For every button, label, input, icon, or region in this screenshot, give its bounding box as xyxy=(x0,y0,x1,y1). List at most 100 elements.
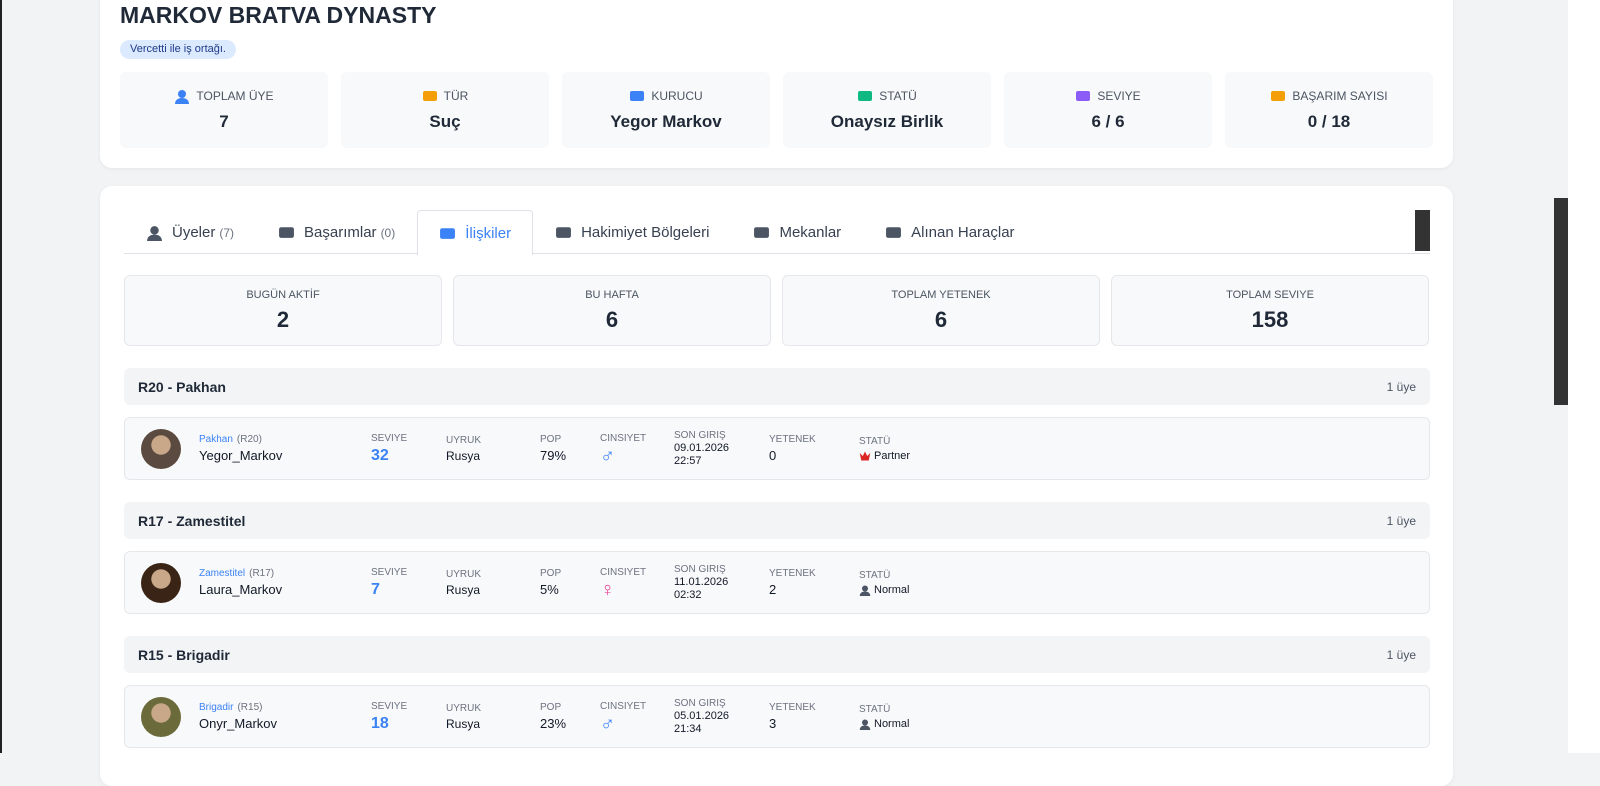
icon xyxy=(439,225,456,242)
member-name[interactable]: Laura_Markov xyxy=(199,582,283,597)
rank: Pakhan (R20) xyxy=(199,434,282,445)
icon-shape xyxy=(1271,91,1286,101)
skill-label: YETENEK xyxy=(769,568,816,579)
level-column: SEVIYE 7 xyxy=(371,552,407,613)
stat-value: 7 xyxy=(219,112,229,131)
last-login-label: SON GIRIŞ xyxy=(674,564,726,575)
group-title: R17 - Zamestitel xyxy=(138,512,246,529)
pop-label: POP xyxy=(540,568,562,579)
icon xyxy=(146,224,163,241)
tab[interactable]: İlişkiler xyxy=(417,210,534,255)
last-login-date: 09.01.2026 xyxy=(674,442,730,454)
skill-value: 3 xyxy=(769,716,777,731)
stat-box: TÜR Suç xyxy=(341,72,549,148)
nationality-column: UYRUK Rusya xyxy=(446,686,481,747)
stat-label: TÜR xyxy=(422,88,468,104)
rank-code: (R20) xyxy=(236,434,262,445)
nationality-label: UYRUK xyxy=(446,434,482,446)
status-text: Normal xyxy=(874,717,910,730)
nationality-column: UYRUK Rusya xyxy=(446,418,481,479)
icon-shape xyxy=(175,90,190,104)
member-name[interactable]: Yegor_Markov xyxy=(199,448,283,463)
status-column: STATÜ Normal xyxy=(859,686,909,747)
stats: TOPLAM ÜYE 7 TÜR Suç KURUCU Yegor Markov STATÜ… xyxy=(120,72,1433,148)
pop-column: POP 79% xyxy=(540,418,566,479)
last-login-time: 22:57 xyxy=(674,455,702,467)
last-login-date: 11.01.2026 xyxy=(674,576,729,588)
tab-label: Üyeler xyxy=(172,224,216,241)
rank: Brigadir (R15) xyxy=(199,702,277,713)
level-label: SEVIYE xyxy=(371,700,408,712)
member-identity: Pakhan (R20) Yegor_Markov xyxy=(199,418,282,479)
status-text: Normal xyxy=(874,583,910,596)
avatar xyxy=(141,697,181,737)
scrollbar-track xyxy=(1568,0,1600,753)
group-title: R20 - Pakhan xyxy=(138,378,226,395)
tab[interactable]: Alınan Haraçlar xyxy=(863,210,1036,254)
rank-name: Brigadir xyxy=(199,702,234,713)
activity-value: 6 xyxy=(934,306,948,332)
group-header: R15 - Brigadir 1 üye xyxy=(124,636,1430,673)
rank-code: (R17) xyxy=(249,568,275,579)
level-value: 7 xyxy=(371,580,380,598)
icon xyxy=(1075,88,1091,104)
tab-scroll-button[interactable] xyxy=(1415,210,1430,251)
member-identity: Brigadir (R15) Onyr_Markov xyxy=(199,686,277,747)
member-row[interactable]: Pakhan (R20) Yegor_Markov SEVIYE 32 UYRUK Rusy… xyxy=(124,417,1430,480)
member-row[interactable]: Zamestitel (R17) Laura_Markov SEVIYE 7 UYRUK R… xyxy=(124,551,1430,614)
last-login-column: SON GIRIŞ 11.01.2026 02:32 xyxy=(674,552,728,613)
last-login-label: SON GIRIŞ xyxy=(674,698,726,709)
icon xyxy=(555,224,572,241)
gender-column: CINSIYET ♀ xyxy=(600,552,646,613)
status-value: Normal xyxy=(859,718,909,730)
pop-value: 5% xyxy=(540,582,559,597)
icon xyxy=(885,224,902,241)
status-column: STATÜ Normal xyxy=(859,552,909,613)
summary-card: MARKOV BRATVA DYNASTY Vercetti ile iş or… xyxy=(100,0,1453,168)
icon xyxy=(278,224,295,241)
gender-label: CINSIYET xyxy=(600,700,647,712)
icon-shape xyxy=(556,227,572,238)
icon-shape xyxy=(859,585,871,596)
stat-label: SEVIYE xyxy=(1075,88,1141,104)
activity-label: BU HAFTA xyxy=(585,288,639,301)
stat-value: Suç xyxy=(429,112,461,131)
nationality-value: Rusya xyxy=(446,582,481,597)
stat-label: KURUCU xyxy=(629,88,703,104)
tab[interactable]: Üyeler (7) xyxy=(124,210,256,254)
member-name[interactable]: Onyr_Markov xyxy=(199,716,278,731)
tab[interactable]: Başarımlar (0) xyxy=(256,210,417,254)
activity-label: TOPLAM YETENEK xyxy=(891,288,991,301)
skill-column: YETENEK 2 xyxy=(769,552,816,613)
stat-value: 6 / 6 xyxy=(1091,112,1125,131)
last-login-label: SON GIRIŞ xyxy=(674,430,726,441)
last-login-column: SON GIRIŞ 05.01.2026 21:34 xyxy=(674,686,729,747)
rank-name: Pakhan xyxy=(199,434,233,445)
tab-label: Başarımlar xyxy=(304,224,377,241)
stat-label-text: BAŞARIM SAYISI xyxy=(1292,89,1388,103)
status-label: STATÜ xyxy=(859,703,891,715)
icon xyxy=(1270,88,1286,104)
gender-column: CINSIYET ♂ xyxy=(600,686,646,747)
icon xyxy=(753,224,770,241)
group-count: 1 üye xyxy=(1386,513,1416,528)
pop-label: POP xyxy=(540,702,562,713)
member-row[interactable]: Brigadir (R15) Onyr_Markov SEVIYE 18 UYRUK Rus… xyxy=(124,685,1430,748)
stat-label-text: STATÜ xyxy=(879,89,917,103)
scrollbar-thumb[interactable] xyxy=(1554,198,1568,405)
last-login-time: 21:34 xyxy=(674,723,702,735)
nationality-value: Rusya xyxy=(446,448,481,463)
group-count: 1 üye xyxy=(1386,647,1416,662)
tab[interactable]: Mekanlar xyxy=(731,210,863,254)
tab[interactable]: Hakimiyet Bölgeleri xyxy=(533,210,731,254)
status-text: Partner xyxy=(874,449,911,462)
icon-shape xyxy=(440,227,456,239)
icon-shape xyxy=(754,227,770,238)
page-title: MARKOV BRATVA DYNASTY xyxy=(120,2,437,28)
icon-shape xyxy=(1076,91,1091,101)
group-header: R20 - Pakhan 1 üye xyxy=(124,368,1430,405)
stat-label: TOPLAM ÜYE xyxy=(174,88,274,104)
member-groups: R20 - Pakhan 1 üye Pakhan (R20) Yegor_Markov… xyxy=(124,368,1430,770)
